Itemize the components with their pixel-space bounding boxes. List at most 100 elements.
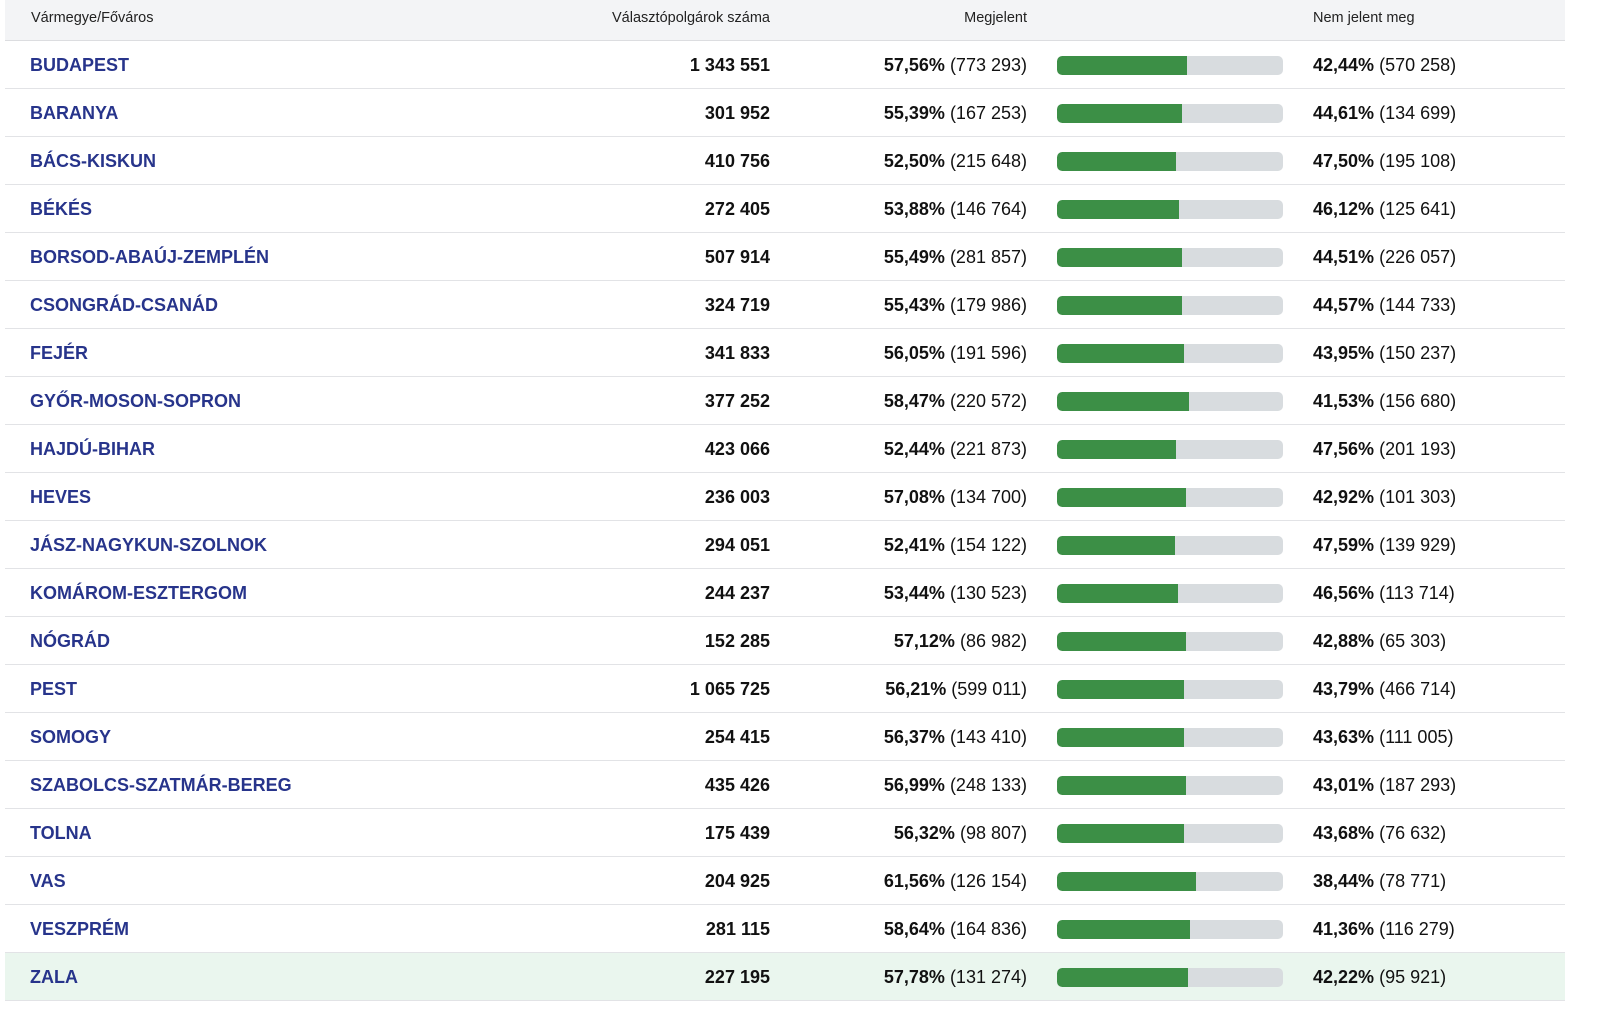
county-link[interactable]: TOLNA xyxy=(30,823,92,843)
absent-count: (187 293) xyxy=(1379,775,1457,795)
county-link[interactable]: HAJDÚ-BIHAR xyxy=(30,439,155,459)
turnout-bar xyxy=(1057,152,1283,171)
county-link[interactable]: HEVES xyxy=(30,487,92,507)
county-link[interactable]: PEST xyxy=(30,679,78,699)
table-row: NÓGRÁD 152 285 57,12% (86 982) 42,88% (65 3… xyxy=(5,617,1565,665)
voters-count: 301 952 xyxy=(704,103,770,123)
column-header-absent[interactable]: Nem jelent meg xyxy=(1313,10,1415,26)
turnout-cell: 57,12% (86 982) xyxy=(894,631,1027,651)
absent-count: (111 005) xyxy=(1379,727,1454,747)
turnout-bar-fill xyxy=(1057,872,1197,891)
absent-percent: 47,56% xyxy=(1313,439,1375,459)
turnout-cell: 57,56% (773 293) xyxy=(884,55,1027,75)
absent-percent: 46,56% xyxy=(1313,583,1375,603)
county-link[interactable]: BÁCS-KISKUN xyxy=(30,151,156,171)
absent-percent: 41,36% xyxy=(1313,919,1375,939)
turnout-cell: 53,88% (146 764) xyxy=(884,199,1027,219)
voters-count: 435 426 xyxy=(704,775,770,795)
absent-percent: 42,88% xyxy=(1313,631,1375,651)
column-header-county[interactable]: Vármegye/Főváros xyxy=(31,10,154,26)
turnout-bar-fill xyxy=(1057,200,1179,219)
voters-count: 341 833 xyxy=(704,343,770,363)
turnout-percent: 56,37% xyxy=(883,727,945,747)
county-link[interactable]: SZABOLCS-SZATMÁR-BEREG xyxy=(30,775,292,795)
turnout-count: (248 133) xyxy=(949,775,1027,795)
column-header-voters[interactable]: Választópolgárok száma xyxy=(612,10,770,26)
table-row: BARANYA 301 952 55,39% (167 253) 44,61% (13… xyxy=(5,89,1565,137)
turnout-bar-fill xyxy=(1057,104,1183,123)
turnout-percent: 56,32% xyxy=(893,823,955,843)
turnout-cell: 56,99% (248 133) xyxy=(884,775,1027,795)
column-header-turnout[interactable]: Megjelent xyxy=(964,10,1027,26)
county-link[interactable]: CSONGRÁD-CSANÁD xyxy=(30,295,218,315)
county-link[interactable]: VESZPRÉM xyxy=(30,919,130,939)
county-link[interactable]: NÓGRÁD xyxy=(30,631,110,651)
county-link[interactable]: BARANYA xyxy=(30,103,119,123)
absent-cell: 46,56% (113 714) xyxy=(1313,583,1455,603)
turnout-count: (167 253) xyxy=(949,103,1027,123)
turnout-count: (773 293) xyxy=(949,55,1027,75)
absent-percent: 44,61% xyxy=(1313,103,1375,123)
turnout-bar-fill xyxy=(1057,56,1188,75)
turnout-count: (134 700) xyxy=(949,487,1027,507)
turnout-cell: 56,05% (191 596) xyxy=(884,343,1027,363)
turnout-count: (98 807) xyxy=(959,823,1027,843)
turnout-bar xyxy=(1057,536,1283,555)
table-row: JÁSZ-NAGYKUN-SZOLNOK 294 051 52,41% (154 1… xyxy=(5,521,1565,569)
absent-count: (201 193) xyxy=(1379,439,1457,459)
absent-cell: 47,59% (139 929) xyxy=(1313,535,1456,555)
county-link[interactable]: GYŐR-MOSON-SOPRON xyxy=(30,391,242,411)
turnout-cell: 52,44% (221 873) xyxy=(884,439,1027,459)
absent-cell: 47,50% (195 108) xyxy=(1313,151,1456,171)
absent-cell: 43,79% (466 714) xyxy=(1313,679,1456,699)
absent-percent: 43,63% xyxy=(1313,727,1375,747)
voters-count: 281 115 xyxy=(705,919,770,939)
county-link[interactable]: FEJÉR xyxy=(30,343,89,363)
turnout-bar-fill xyxy=(1057,728,1185,747)
county-link[interactable]: BÉKÉS xyxy=(30,199,93,219)
turnout-bar-fill xyxy=(1057,632,1187,651)
turnout-bar xyxy=(1057,680,1283,699)
voters-count: 507 914 xyxy=(704,247,770,267)
absent-count: (144 733) xyxy=(1379,295,1457,315)
turnout-bar-fill xyxy=(1057,152,1176,171)
county-link[interactable]: ZALA xyxy=(30,967,78,987)
turnout-percent: 52,44% xyxy=(883,439,945,459)
voters-count: 324 719 xyxy=(704,295,770,315)
turnout-bar-fill xyxy=(1057,776,1186,795)
turnout-count: (154 122) xyxy=(949,535,1027,555)
county-link[interactable]: VAS xyxy=(30,871,66,891)
absent-count: (125 641) xyxy=(1379,199,1457,219)
turnout-percent: 53,88% xyxy=(883,199,945,219)
table-row: PEST 1 065 725 56,21% (599 011) 43,79% (466… xyxy=(5,665,1565,713)
table-row: FEJÉR 341 833 56,05% (191 596) 43,95% (150 … xyxy=(5,329,1565,377)
absent-percent: 38,44% xyxy=(1313,871,1375,891)
turnout-bar xyxy=(1057,56,1283,75)
turnout-percent: 55,39% xyxy=(883,103,945,123)
county-link[interactable]: KOMÁROM-ESZTERGOM xyxy=(30,583,247,603)
absent-cell: 38,44% (78 771) xyxy=(1313,871,1446,891)
county-link[interactable]: SOMOGY xyxy=(30,727,112,747)
table-row: HAJDÚ-BIHAR 423 066 52,44% (221 873) 47,56%… xyxy=(5,425,1565,473)
table-row: KOMÁROM-ESZTERGOM 244 237 53,44% (130 523)… xyxy=(5,569,1565,617)
turnout-percent: 58,47% xyxy=(883,391,945,411)
turnout-count: (164 836) xyxy=(949,919,1027,939)
absent-percent: 47,59% xyxy=(1313,535,1375,555)
county-link[interactable]: BORSOD-ABAÚJ-ZEMPLÉN xyxy=(30,247,270,267)
absent-percent: 41,53% xyxy=(1313,391,1375,411)
voters-count: 152 285 xyxy=(704,631,770,651)
absent-cell: 44,61% (134 699) xyxy=(1313,103,1456,123)
county-link[interactable]: JÁSZ-NAGYKUN-SZOLNOK xyxy=(30,535,267,555)
turnout-percent: 57,78% xyxy=(883,967,945,987)
absent-cell: 44,57% (144 733) xyxy=(1313,295,1456,315)
absent-percent: 42,92% xyxy=(1313,487,1375,507)
turnout-count: (131 274) xyxy=(949,967,1027,987)
table-row: VAS 204 925 61,56% (126 154) 38,44% (78 771… xyxy=(5,857,1565,905)
turnout-bar xyxy=(1057,920,1283,939)
absent-count: (76 632) xyxy=(1379,823,1447,843)
absent-percent: 43,95% xyxy=(1313,343,1375,363)
turnout-cell: 52,41% (154 122) xyxy=(884,535,1027,555)
turnout-bar xyxy=(1057,632,1283,651)
county-link[interactable]: BUDAPEST xyxy=(30,55,130,75)
turnout-bar-fill xyxy=(1057,296,1183,315)
